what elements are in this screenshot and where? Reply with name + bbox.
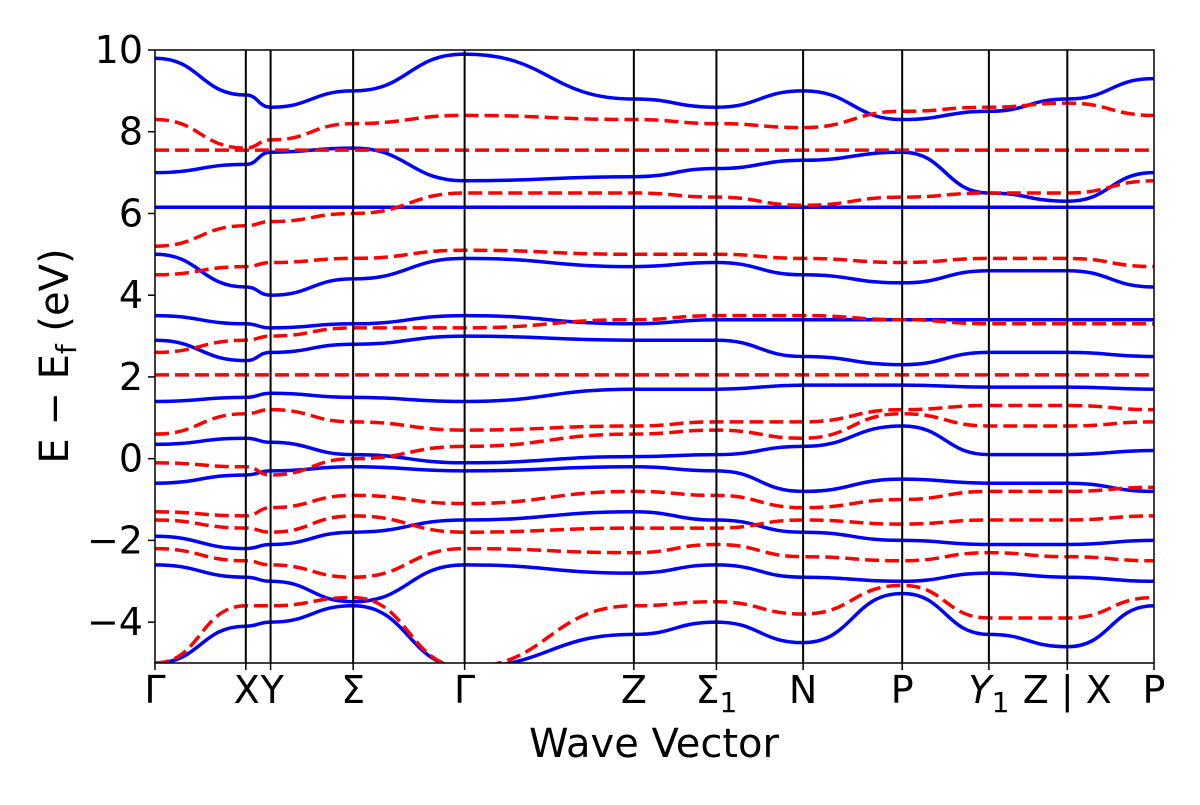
x-axis-title: Wave Vector <box>529 721 780 767</box>
y-axis-title-sub: f <box>50 343 83 354</box>
y-axis-ticks: −4 −2 0 2 4 6 8 10 <box>87 28 155 644</box>
x-axis-ticks: Γ X Y Σ Γ Z Σ1 N P Y1 Z | X P <box>144 663 1165 719</box>
y-axis-title-unit: (eV) <box>32 248 78 344</box>
dashed-band-10 <box>155 514 1154 534</box>
solid-band-4 <box>155 313 1154 330</box>
y-tick-label-7: 10 <box>95 28 143 72</box>
solid-band-1 <box>155 424 1154 465</box>
solid-band-8 <box>155 52 1154 122</box>
solid-band-10 <box>155 510 1154 551</box>
x-tick-label-9: Y1 <box>968 668 1009 719</box>
y-tick-label-6: 8 <box>119 110 143 154</box>
x-tick-label-7: N <box>789 668 817 712</box>
solid-band-2 <box>155 383 1154 404</box>
dashed-band-2 <box>155 403 1154 436</box>
y-tick-label-0: −4 <box>87 600 143 644</box>
y-tick-label-3: 2 <box>119 355 143 399</box>
x-tick-label-10: Z | X <box>1023 668 1112 713</box>
y-axis-title-main: E − E <box>32 354 78 464</box>
y-tick-label-2: 0 <box>119 437 143 481</box>
x-tick-label-1: X <box>234 668 260 712</box>
solid-band-3 <box>155 334 1154 367</box>
y-tick-label-1: −2 <box>87 518 143 562</box>
x-tick-label-4: Γ <box>454 668 475 712</box>
x-tick-label-11: P <box>1143 668 1166 712</box>
plot-frame <box>154 49 1155 664</box>
dashed-band-4 <box>155 313 1154 355</box>
x-tick-label-3: Σ <box>341 668 365 712</box>
dashed-band-6 <box>155 179 1154 248</box>
x-tick-label-0: Γ <box>144 668 165 712</box>
x-tick-label-6: Σ1 <box>695 668 737 719</box>
dashed-band-11 <box>155 583 1154 663</box>
x-tick-label-8: P <box>891 668 914 712</box>
x-tick-label-2: Y <box>260 668 285 712</box>
bands-layer <box>155 52 1154 663</box>
y-axis-title: E − Ef (eV) <box>32 248 83 463</box>
x-tick-label-5: Z <box>621 668 647 712</box>
high-symmetry-lines <box>244 50 1069 663</box>
y-tick-label-4: 4 <box>119 273 143 317</box>
y-tick-label-5: 6 <box>119 191 143 235</box>
dashed-band-5 <box>155 248 1154 277</box>
